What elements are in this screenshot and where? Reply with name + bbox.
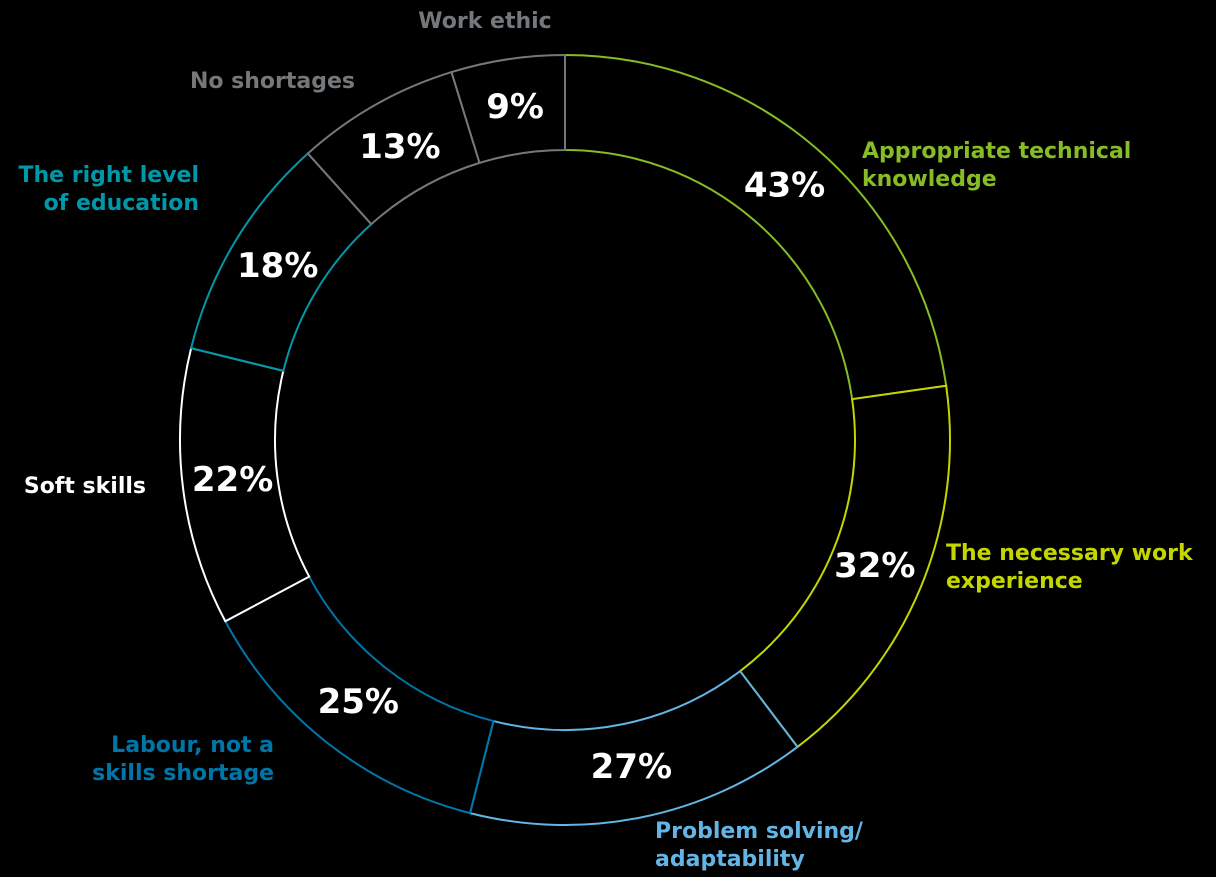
category-label: Labour, not a skills shortage	[92, 733, 274, 786]
value-label: 43%	[744, 165, 825, 205]
donut-segment	[450, 53, 566, 165]
category-label: Appropriate technical knowledge	[862, 139, 1132, 192]
category-label: Soft skills	[23, 474, 146, 499]
value-label: 22%	[192, 460, 273, 500]
value-label: 27%	[591, 747, 672, 787]
value-label: 9%	[486, 87, 544, 127]
donut-segment	[564, 53, 948, 401]
category-label: Work ethic	[418, 9, 552, 34]
value-label: 25%	[318, 682, 399, 722]
category-label: No shortages	[189, 69, 355, 94]
category-label: The right level of education	[18, 163, 200, 216]
value-label: 32%	[834, 546, 915, 586]
category-label: Problem solving/ adaptability	[655, 819, 863, 872]
value-label: 18%	[237, 246, 318, 286]
value-label: 13%	[359, 127, 440, 167]
category-label: The necessary work experience	[946, 541, 1193, 594]
